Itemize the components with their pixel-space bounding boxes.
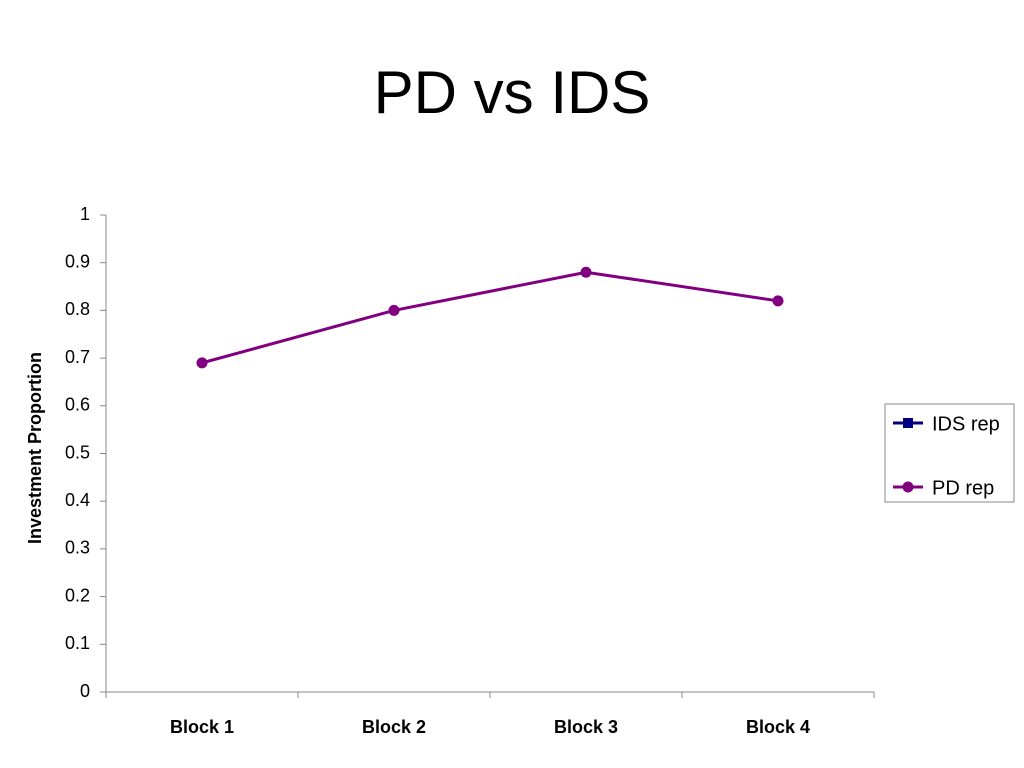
legend-marker <box>903 418 913 428</box>
y-tick-label: 1 <box>80 204 90 224</box>
chart-title: PD vs IDS <box>374 59 651 126</box>
x-tick-label: Block 3 <box>554 717 618 737</box>
y-tick-label: 0.4 <box>65 490 90 510</box>
series-line <box>201 270 779 365</box>
y-tick-label: 0 <box>80 681 90 701</box>
y-axis-label: Investment Proportion <box>25 352 45 544</box>
y-tick-label: 0.1 <box>65 633 90 653</box>
legend-label: PD rep <box>932 477 994 499</box>
y-tick-label: 0.8 <box>65 299 90 319</box>
data-point <box>580 266 592 278</box>
y-tick-label: 0.9 <box>65 251 90 271</box>
data-point <box>772 295 784 307</box>
x-tick-label: Block 2 <box>362 717 426 737</box>
y-tick-label: 0.6 <box>65 395 90 415</box>
y-tick-label: 0.5 <box>65 442 90 462</box>
y-tick-label: 0.3 <box>65 538 90 558</box>
data-point <box>388 304 400 316</box>
y-tick-label: 0.7 <box>65 347 90 367</box>
data-point <box>196 357 208 369</box>
y-tick-label: 0.2 <box>65 585 90 605</box>
legend-label: IDS rep <box>932 413 1000 435</box>
legend-marker <box>902 481 914 493</box>
x-tick-label: Block 4 <box>746 717 810 737</box>
x-tick-label: Block 1 <box>170 717 234 737</box>
